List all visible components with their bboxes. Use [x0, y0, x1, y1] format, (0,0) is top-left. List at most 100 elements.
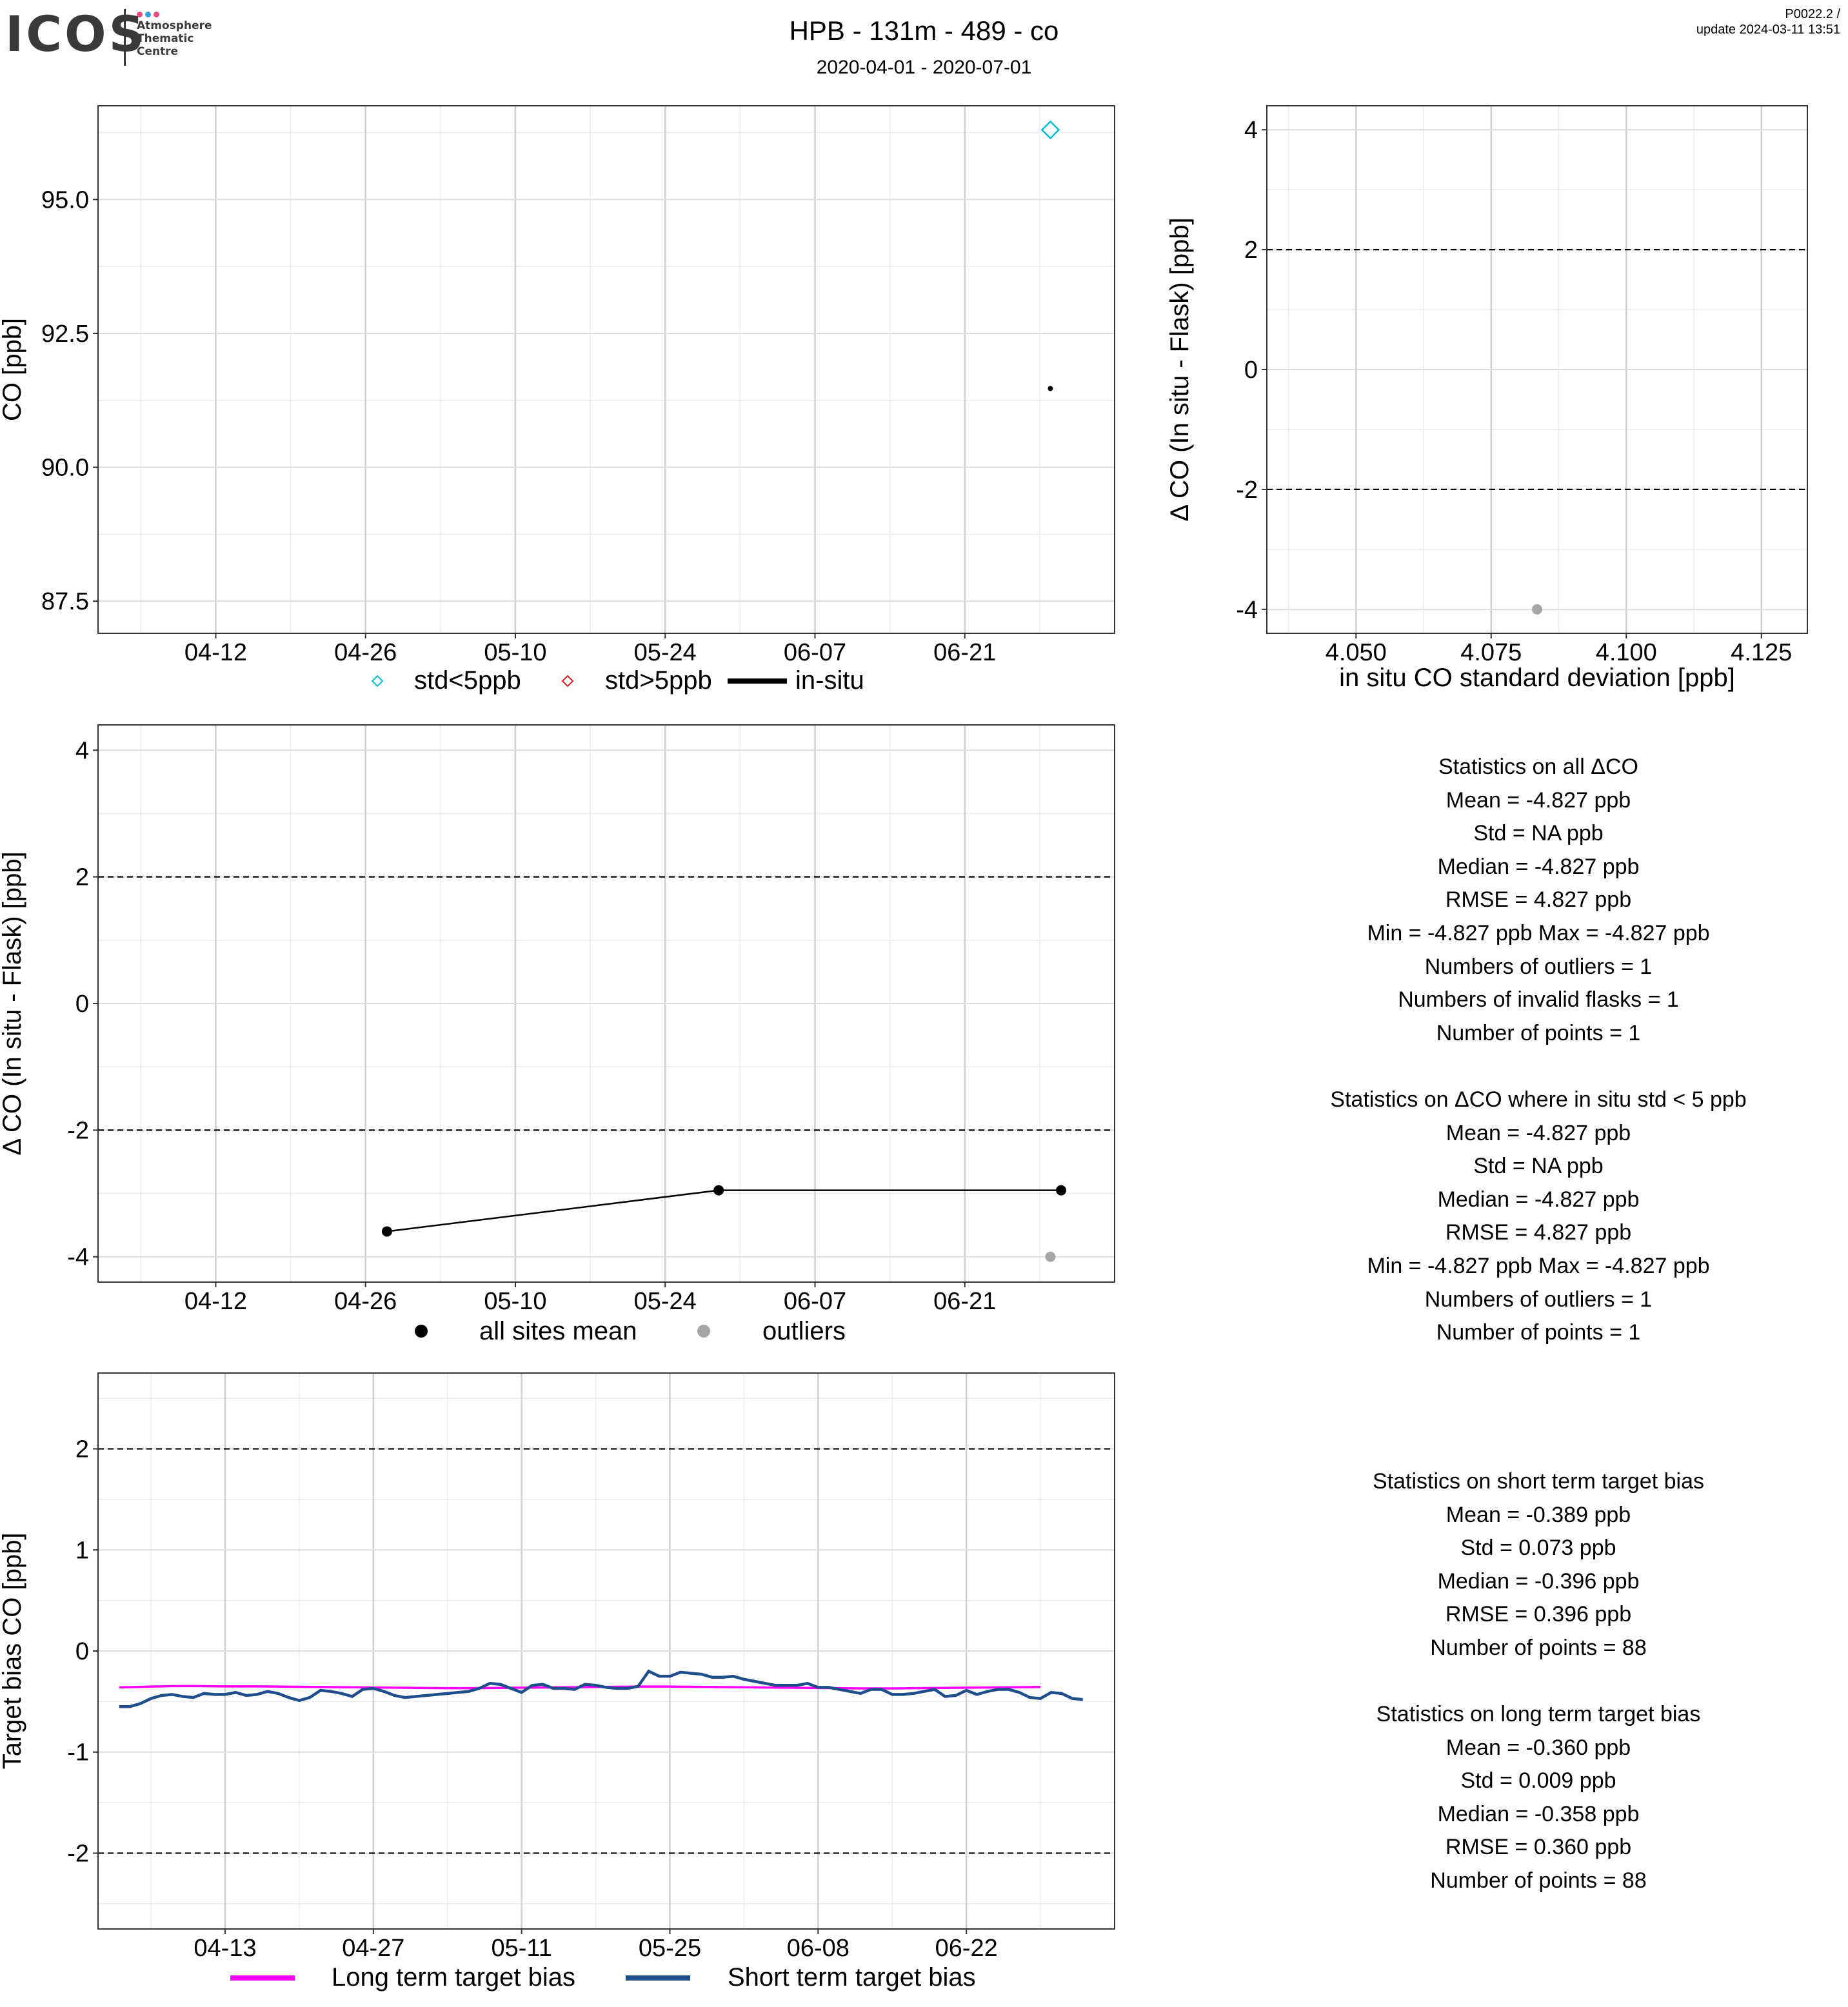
logo-dots: [137, 9, 162, 21]
logo-sub-line: Centre: [137, 45, 179, 58]
y-tick-label: 0: [1244, 357, 1258, 384]
x-tick-label: 04-27: [342, 1935, 404, 1962]
stats-line: Mean = -0.389 ppb: [1446, 1502, 1631, 1527]
stats-line: Numbers of invalid flasks = 1: [1398, 987, 1679, 1013]
x-tick-label: 05-10: [484, 1288, 546, 1315]
x-tick-label: 04-26: [334, 639, 397, 666]
y-tick-label: -4: [1236, 597, 1258, 624]
stats-line: Std = 0.073 ppb: [1460, 1536, 1616, 1561]
stats-line: Number of points = 1: [1436, 1320, 1641, 1345]
y-tick-label: -1: [67, 1739, 89, 1766]
stats-heading: Statistics on long term target bias: [1376, 1702, 1701, 1726]
stats-short-bias: Statistics on short term target bias Mea…: [1216, 1465, 1848, 1665]
target-bias-chart: 04-13 04-27 05-11 05-25 06-08 06-22 -2 -1 0 1 2 Tar…: [0, 1372, 1115, 1992]
legend-key-dot: [697, 1325, 710, 1338]
data-point-diamond: [1040, 120, 1060, 140]
logo-dot: [145, 12, 151, 17]
y-tick-label: 92.5: [41, 321, 89, 348]
logo-dot: [137, 12, 143, 17]
x-tick-label: 05-25: [639, 1935, 701, 1962]
x-tick-label: 05-24: [634, 1288, 697, 1315]
y-tick-label: -2: [67, 1840, 89, 1867]
legend-key-diamond: [561, 675, 574, 687]
stats-line: Min = -4.827 ppb Max = -4.827 ppb: [1367, 1253, 1710, 1278]
y-tick-label: -4: [67, 1244, 89, 1271]
y-tick-label: 0: [75, 991, 89, 1018]
stats-all-delta: Statistics on all ΔCO Mean = -4.827 ppb …: [1216, 751, 1848, 1050]
x-tick-label: 4.075: [1460, 639, 1522, 666]
x-tick-label: 05-24: [634, 639, 697, 666]
legend-label: std<5ppb: [414, 666, 521, 695]
stats-heading: Statistics on ΔCO where in situ std < 5 …: [1330, 1087, 1747, 1112]
logo-sub-line: Atmosphere: [137, 19, 212, 32]
icos-logo: ICOS: [5, 5, 147, 63]
y-tick-label: 0: [75, 1638, 89, 1665]
stats-line: RMSE = 0.360 ppb: [1445, 1835, 1632, 1860]
x-tick-label: 06-22: [935, 1935, 998, 1962]
legend-label: outliers: [762, 1317, 846, 1345]
stats-line: Median = -0.396 ppb: [1437, 1568, 1640, 1594]
co-timeseries-chart: 04-12 04-26 05-10 05-24 06-07 06-21 87.5 90.0 92…: [0, 105, 1115, 695]
delta-timeseries-chart: 04-12 04-26 05-10 05-24 06-07 06-21 -4 -2 0 2 4 Δ C…: [0, 724, 1115, 1345]
x-tick-label: 06-07: [784, 1288, 846, 1315]
x-tick-label: 4.050: [1326, 639, 1387, 666]
x-tick-label: 4.100: [1596, 639, 1657, 666]
y-tick-label: -2: [1236, 477, 1258, 504]
stats-line: RMSE = 4.827 ppb: [1445, 887, 1632, 913]
stats-line: Number of points = 1: [1436, 1020, 1641, 1045]
x-tick-label: 06-21: [933, 639, 996, 666]
y-tick-label: 4: [75, 737, 89, 764]
logo-divider: [124, 9, 126, 66]
x-tick-label: 04-13: [194, 1935, 256, 1962]
legend-label: Long term target bias: [332, 1963, 575, 1992]
stats-line: Mean = -0.360 ppb: [1446, 1735, 1631, 1760]
mean-point: [713, 1185, 724, 1196]
stats-heading: Statistics on short term target bias: [1373, 1469, 1704, 1494]
x-tick-label: 04-12: [184, 1288, 247, 1315]
page-title: HPB - 131m - 489 - co: [789, 15, 1059, 46]
x-tick-label: 05-11: [491, 1935, 551, 1962]
y-axis-label: Δ CO (In situ - Flask) [ppb]: [1166, 217, 1194, 521]
stats-line: Std = NA ppb: [1473, 821, 1604, 846]
stats-line: Median = -0.358 ppb: [1437, 1801, 1640, 1826]
y-tick-label: 2: [75, 1436, 89, 1463]
y-tick-label: 2: [1244, 237, 1258, 264]
plot-border: [97, 105, 1115, 634]
mean-point: [1056, 1185, 1067, 1196]
y-axis-label: Δ CO (In situ - Flask) [ppb]: [0, 851, 26, 1155]
legend-key-dot: [415, 1325, 428, 1338]
x-tick-label: 04-12: [184, 639, 247, 666]
outlier-point: [1045, 1251, 1056, 1262]
y-tick-label: 87.5: [41, 588, 89, 615]
x-tick-label: 06-07: [784, 639, 846, 666]
stats-line: Numbers of outliers = 1: [1424, 1287, 1653, 1312]
y-axis-label: CO [ppb]: [0, 318, 26, 421]
x-tick-label: 06-08: [787, 1935, 849, 1962]
stats-line: Median = -4.827 ppb: [1437, 1187, 1640, 1212]
x-tick-label: 05-10: [484, 639, 546, 666]
x-tick-label: 04-26: [334, 1288, 397, 1315]
stats-line: Std = NA ppb: [1473, 1154, 1604, 1179]
version-label: P0022.2 /: [1785, 7, 1840, 21]
legend-key-diamond: [371, 675, 384, 687]
stats-std-delta: Statistics on ΔCO where in situ std < 5 …: [1216, 1083, 1848, 1350]
stats-line: RMSE = 4.827 ppb: [1445, 1220, 1632, 1245]
y-tick-label: -2: [67, 1117, 89, 1144]
legend-label: all sites mean: [479, 1317, 637, 1345]
y-tick-label: 90.0: [41, 455, 89, 482]
data-point: [1048, 386, 1053, 391]
stats-line: Number of points = 88: [1430, 1868, 1647, 1893]
outlier-point: [1532, 604, 1542, 615]
x-tick-label: 4.125: [1731, 639, 1792, 666]
delta-vs-std-chart: 4.050 4.075 4.100 4.125 -4 -2 0 2 4 Δ CO (In situ…: [1166, 105, 1808, 692]
y-tick-label: 4: [1244, 117, 1258, 144]
legend-label: in-situ: [795, 666, 864, 695]
logo-sub-line: Thematic: [137, 32, 194, 45]
stats-line: Min = -4.827 ppb Max = -4.827 ppb: [1367, 920, 1710, 945]
short-term-bias-line: [119, 1669, 1083, 1708]
update-timestamp: update 2024-03-11 13:51: [1696, 23, 1840, 37]
y-tick-label: 1: [75, 1537, 89, 1564]
stats-line: Numbers of outliers = 1: [1424, 954, 1653, 979]
date-range: 2020-04-01 - 2020-07-01: [816, 57, 1032, 78]
version-info: P0022.2 / update 2024-03-11 13:51: [1696, 6, 1840, 37]
